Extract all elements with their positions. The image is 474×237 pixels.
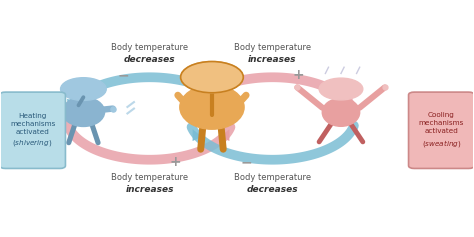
Text: Heating
mechanisms
activated
($\it{shivering}$): Heating mechanisms activated ($\it{shive… bbox=[10, 113, 55, 148]
Text: −: − bbox=[241, 155, 252, 169]
Circle shape bbox=[61, 78, 106, 100]
Ellipse shape bbox=[180, 85, 244, 129]
Text: Body temperature: Body temperature bbox=[111, 43, 188, 52]
FancyBboxPatch shape bbox=[0, 92, 65, 169]
Text: Body temperature: Body temperature bbox=[234, 173, 311, 182]
Text: Body temperature: Body temperature bbox=[234, 43, 311, 52]
FancyBboxPatch shape bbox=[409, 92, 474, 169]
Text: increases: increases bbox=[125, 185, 174, 194]
Text: −: − bbox=[118, 68, 129, 82]
Ellipse shape bbox=[322, 98, 360, 126]
Text: decreases: decreases bbox=[246, 185, 298, 194]
Text: increases: increases bbox=[248, 55, 297, 64]
Text: +: + bbox=[292, 68, 304, 82]
Text: +: + bbox=[170, 155, 182, 169]
Circle shape bbox=[319, 78, 363, 100]
Text: Cooling
mechanisms
activated
($\it{sweating}$): Cooling mechanisms activated ($\it{sweat… bbox=[419, 112, 464, 149]
Ellipse shape bbox=[62, 97, 105, 127]
Circle shape bbox=[181, 62, 243, 93]
Text: decreases: decreases bbox=[124, 55, 175, 64]
Text: Body temperature: Body temperature bbox=[111, 173, 188, 182]
